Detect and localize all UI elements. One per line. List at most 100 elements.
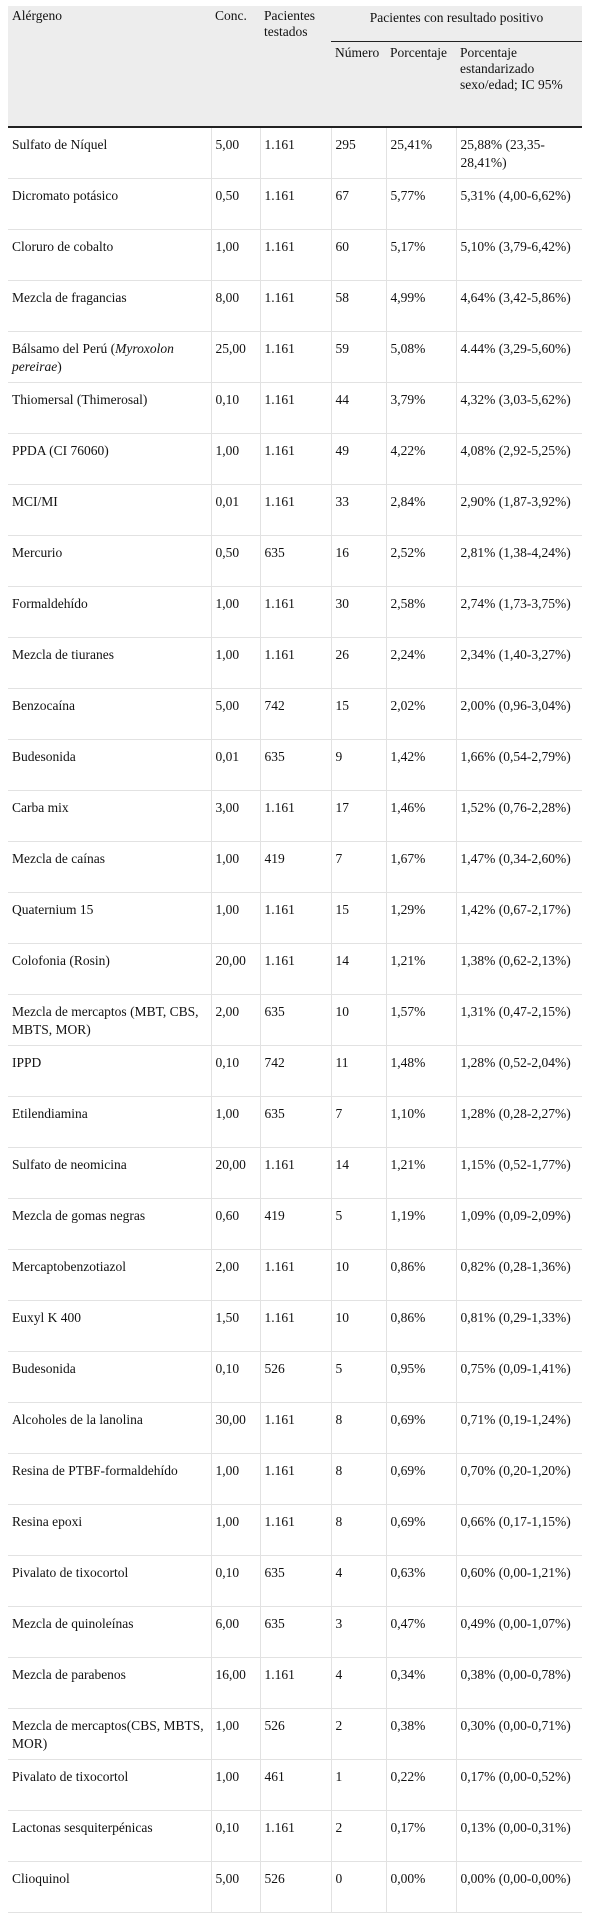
cell-tested: 1.161 xyxy=(260,178,332,230)
cell-number: 5 xyxy=(331,1198,387,1250)
allergen-name: Pivalato de tixocortol xyxy=(12,1564,129,1580)
cell-standardized: 5,31% (4,00-6,62%) xyxy=(456,178,582,230)
cell-tested: 419 xyxy=(260,841,332,893)
allergen-name: Lactonas sesquiterpénicas xyxy=(12,1819,153,1835)
cell-standardized: 0,49% (0,00-1,07%) xyxy=(456,1606,582,1658)
cell-number: 7 xyxy=(331,1096,387,1148)
table-row: Mezcla de caínas 1,00 419 7 1,67% 1,47% (0,34… xyxy=(8,841,582,893)
allergen-name-tail: ) xyxy=(57,358,62,374)
allergen-name: Carba mix xyxy=(12,799,69,815)
cell-tested: 1.161 xyxy=(260,1402,332,1454)
cell-allergen: Mezcla de gomas negras xyxy=(8,1198,212,1250)
allergen-name: Mezcla de parabenos xyxy=(12,1666,126,1682)
allergen-name: Mercurio xyxy=(12,544,63,560)
table-row: Thiomersal (Thimerosal) 0,10 1.161 44 3,79% 4… xyxy=(8,382,582,434)
cell-conc: 0,01 xyxy=(211,484,261,536)
allergen-name: Mezcla de mercaptos (MBT, CBS, MBTS, MOR… xyxy=(12,1003,199,1037)
table-row: Lactonas sesquiterpénicas 0,10 1.161 2 0,17%… xyxy=(8,1810,582,1862)
header-percentage: Porcentaje xyxy=(386,41,456,128)
cell-number: 8 xyxy=(331,1402,387,1454)
cell-allergen: Resina epoxi xyxy=(8,1504,212,1556)
cell-number: 5 xyxy=(331,1351,387,1403)
cell-percentage: 1,67% xyxy=(386,841,457,893)
cell-tested: 1.161 xyxy=(260,1453,332,1505)
table-row: Mezcla de mercaptos (MBT, CBS, MBTS, MOR… xyxy=(8,994,582,1046)
cell-standardized: 25,88% (23,35-28,41%) xyxy=(456,127,582,179)
cell-allergen: PPDA (CI 76060) xyxy=(8,433,212,485)
cell-conc: 0,10 xyxy=(211,1555,261,1607)
table-row: Mezcla de quinoleínas 6,00 635 3 0,47% 0,49% … xyxy=(8,1606,582,1658)
cell-tested: 635 xyxy=(260,1555,332,1607)
cell-number: 30 xyxy=(331,586,387,638)
table-row: Quaternium 15 1,00 1.161 15 1,29% 1,42% (0,67… xyxy=(8,892,582,944)
cell-percentage: 2,24% xyxy=(386,637,457,689)
cell-standardized: 0,30% (0,00-0,71%) xyxy=(456,1708,582,1760)
cell-percentage: 0,47% xyxy=(386,1606,457,1658)
cell-number: 26 xyxy=(331,637,387,689)
cell-allergen: Benzocaína xyxy=(8,688,212,740)
cell-conc: 0,10 xyxy=(211,1351,261,1403)
cell-conc: 5,00 xyxy=(211,127,261,179)
cell-standardized: 0,82% (0,28-1,36%) xyxy=(456,1249,582,1301)
cell-allergen: Quaternium 15 xyxy=(8,892,212,944)
header-standardized: Porcentaje estandarizado sexo/edad; IC 9… xyxy=(456,41,582,128)
cell-tested: 1.161 xyxy=(260,1249,332,1301)
cell-conc: 0,50 xyxy=(211,535,261,587)
cell-allergen: Thiomersal (Thimerosal) xyxy=(8,382,212,434)
cell-percentage: 1,48% xyxy=(386,1045,457,1097)
cell-allergen: Bálsamo del Perú (Myroxolon pereirae) xyxy=(8,331,212,383)
cell-allergen: Alcoholes de la lanolina xyxy=(8,1402,212,1454)
cell-percentage: 1,57% xyxy=(386,994,457,1046)
cell-conc: 5,00 xyxy=(211,1861,261,1913)
cell-tested: 1.161 xyxy=(260,637,332,689)
cell-tested: 1.161 xyxy=(260,331,332,383)
cell-percentage: 2,84% xyxy=(386,484,457,536)
cell-percentage: 0,69% xyxy=(386,1504,457,1556)
allergen-name: Clioquinol xyxy=(12,1870,70,1886)
allergen-name: Mezcla de caínas xyxy=(12,850,105,866)
cell-conc: 0,10 xyxy=(211,382,261,434)
cell-tested: 1.161 xyxy=(260,484,332,536)
cell-tested: 1.161 xyxy=(260,1147,332,1199)
cell-conc: 1,00 xyxy=(211,1708,261,1760)
cell-standardized: 4,08% (2,92-5,25%) xyxy=(456,433,582,485)
allergen-name: Mezcla de mercaptos(CBS, MBTS, MOR) xyxy=(12,1717,204,1751)
cell-number: 0 xyxy=(331,1861,387,1913)
cell-conc: 30,00 xyxy=(211,1402,261,1454)
allergen-name: Mezcla de tiuranes xyxy=(12,646,114,662)
cell-percentage: 2,02% xyxy=(386,688,457,740)
cell-number: 2 xyxy=(331,1810,387,1862)
cell-allergen: Colofonia (Rosin) xyxy=(8,943,212,995)
cell-conc: 1,00 xyxy=(211,586,261,638)
cell-standardized: 2,74% (1,73-3,75%) xyxy=(456,586,582,638)
cell-allergen: Carba mix xyxy=(8,790,212,842)
cell-percentage: 1,19% xyxy=(386,1198,457,1250)
allergen-name: PPDA (CI 76060) xyxy=(12,442,109,458)
cell-standardized: 4,32% (3,03-5,62%) xyxy=(456,382,582,434)
cell-percentage: 25,41% xyxy=(386,127,457,179)
cell-allergen: Mezcla de mercaptos(CBS, MBTS, MOR) xyxy=(8,1708,212,1760)
cell-conc: 1,00 xyxy=(211,841,261,893)
cell-standardized: 0,71% (0,19-1,24%) xyxy=(456,1402,582,1454)
cell-number: 9 xyxy=(331,739,387,791)
table-header: Alérgeno Conc. Pacientes testados Pacien… xyxy=(8,6,582,128)
table-row: Cloruro de cobalto 1,00 1.161 60 5,17% 5,10% … xyxy=(8,229,582,281)
cell-tested: 1.161 xyxy=(260,1657,332,1709)
cell-standardized: 4,64% (3,42-5,86%) xyxy=(456,280,582,332)
cell-percentage: 2,58% xyxy=(386,586,457,638)
table-row: Mezcla de parabenos 16,00 1.161 4 0,34% 0,38%… xyxy=(8,1657,582,1709)
header-positive-group: Pacientes con resultado positivo xyxy=(331,6,582,42)
cell-percentage: 0,69% xyxy=(386,1453,457,1505)
table-row: Carba mix 3,00 1.161 17 1,46% 1,52% (0,76-2,2… xyxy=(8,790,582,842)
cell-standardized: 0,81% (0,29-1,33%) xyxy=(456,1300,582,1352)
table-body: Sulfato de Níquel 5,00 1.161 295 25,41% 25,88… xyxy=(8,127,582,1913)
cell-tested: 635 xyxy=(260,739,332,791)
cell-allergen: Euxyl K 400 xyxy=(8,1300,212,1352)
cell-percentage: 0,63% xyxy=(386,1555,457,1607)
allergen-name: Mezcla de quinoleínas xyxy=(12,1615,134,1631)
cell-standardized: 2,90% (1,87-3,92%) xyxy=(456,484,582,536)
allergen-name: Resina epoxi xyxy=(12,1513,83,1529)
cell-allergen: Mezcla de fragancias xyxy=(8,280,212,332)
table-row: Sulfato de neomicina 20,00 1.161 14 1,21% 1,1… xyxy=(8,1147,582,1199)
cell-allergen: Mercurio xyxy=(8,535,212,587)
